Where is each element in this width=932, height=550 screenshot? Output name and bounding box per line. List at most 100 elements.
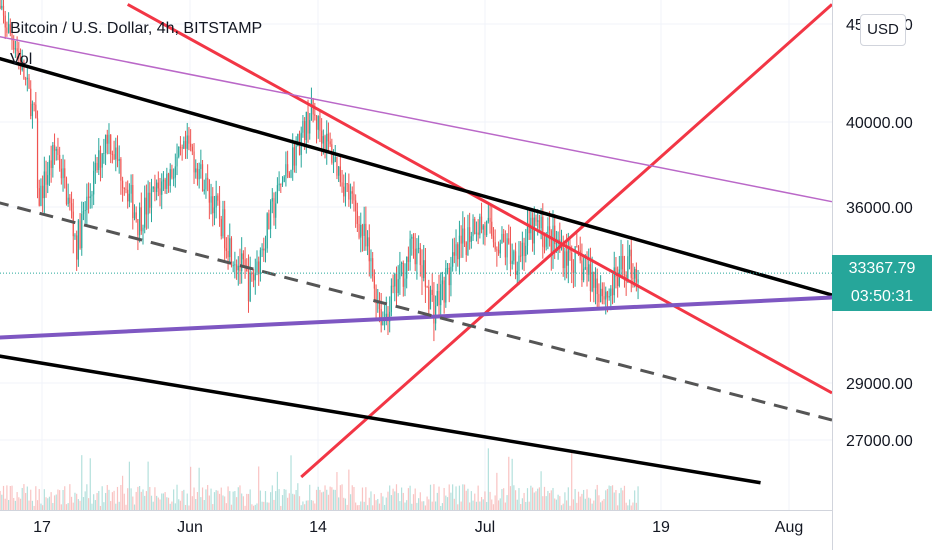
volume-bar (76, 493, 78, 510)
volume-bar (591, 503, 593, 510)
volume-bar (576, 502, 578, 510)
candle-body (201, 164, 204, 192)
candle-body (161, 181, 163, 195)
volume-bar (152, 501, 154, 510)
volume-bar (535, 491, 537, 510)
candle-body (355, 200, 357, 212)
candle-body (418, 247, 420, 249)
currency-button[interactable]: USD (860, 14, 906, 46)
volume-bar (615, 489, 617, 510)
candle-body (2, 5, 5, 16)
volume-bar (455, 486, 457, 510)
volume-bar (414, 488, 416, 510)
volume-bar (21, 487, 23, 510)
volume-bar (116, 486, 119, 510)
volume-bar (620, 487, 622, 510)
volume-bar (69, 484, 71, 510)
candle-body (60, 168, 62, 179)
candle-body (230, 238, 233, 266)
grid-lines (0, 0, 832, 510)
candle-body (618, 269, 620, 287)
volume-bar (222, 495, 224, 510)
candle-body (402, 262, 404, 287)
trend-line-red[interactable] (300, 3, 833, 479)
candle-body (389, 311, 391, 322)
volume-bar (448, 484, 450, 510)
candle-body (482, 225, 484, 230)
volume-bar (387, 491, 389, 510)
candle-body (191, 146, 193, 152)
candle-body (247, 271, 250, 302)
volume-bar (571, 452, 573, 510)
volume-bar (2, 485, 5, 510)
candle-body (94, 162, 96, 171)
candle-body (77, 220, 79, 260)
volume-indicator-label[interactable]: Vol (10, 51, 33, 68)
candle-body (113, 154, 115, 160)
trend-line-black[interactable] (0, 354, 761, 485)
candle-body (489, 217, 491, 222)
volume-bar (457, 504, 459, 510)
volume-bar (72, 502, 74, 510)
candle-body (360, 224, 362, 238)
volume-bar (264, 491, 267, 510)
volume-bar (321, 492, 323, 510)
volume-bar (394, 491, 396, 510)
volume-bar (31, 500, 34, 510)
symbol-title[interactable]: Bitcoin / U.S. Dollar, 4h, BITSTAMP (10, 20, 263, 37)
candle-body (317, 116, 319, 130)
candle-body (181, 147, 183, 149)
candle-body (70, 203, 73, 212)
trend-line-dashed[interactable] (0, 201, 833, 422)
candle-body (353, 193, 355, 201)
volume-bar (475, 501, 478, 510)
volume-bar (218, 493, 221, 510)
volume-bar (101, 486, 103, 510)
candle-body (378, 300, 381, 309)
candle-body (540, 216, 542, 229)
volume-bar (232, 491, 234, 510)
candle-body (133, 212, 136, 219)
volume-bar (514, 490, 517, 510)
candle-body (341, 182, 343, 187)
candle-body (533, 217, 535, 244)
candle-body (514, 251, 517, 275)
candle-body (64, 168, 66, 178)
trend-lines[interactable] (0, 3, 833, 485)
candle-body (637, 279, 639, 283)
volume-bar (186, 493, 188, 510)
candle-body (319, 116, 321, 131)
trend-line-light-purple[interactable] (0, 35, 833, 203)
volume-bar (526, 488, 529, 510)
candle-body (385, 313, 387, 318)
trend-line-purple[interactable] (0, 295, 833, 340)
volume-bar (491, 499, 493, 510)
candle-body (285, 164, 287, 177)
volume-bar (0, 490, 1, 510)
candle-body (218, 200, 221, 219)
volume-bar (560, 505, 563, 510)
trend-line-black[interactable] (0, 56, 833, 297)
volume-bar (103, 502, 105, 510)
trend-line-red[interactable] (126, 3, 833, 395)
candle-body (608, 295, 610, 298)
candle-body (555, 243, 558, 245)
candle-body (207, 177, 209, 180)
candle-body (283, 176, 285, 182)
volume-bar (144, 495, 146, 510)
candle-body (142, 227, 144, 232)
volume-bar (397, 493, 399, 510)
volume-bar (521, 498, 523, 510)
candle-body (4, 15, 6, 28)
candle-body (315, 115, 318, 130)
volume-bar (586, 489, 588, 510)
volume-bar (441, 503, 444, 510)
candle-body (292, 147, 294, 170)
volume-bar (1, 494, 3, 510)
candle-body (251, 272, 253, 275)
volume-bar (617, 505, 619, 510)
candle-body (276, 185, 279, 204)
volume-bar (64, 486, 66, 510)
volume-bar (47, 498, 49, 510)
